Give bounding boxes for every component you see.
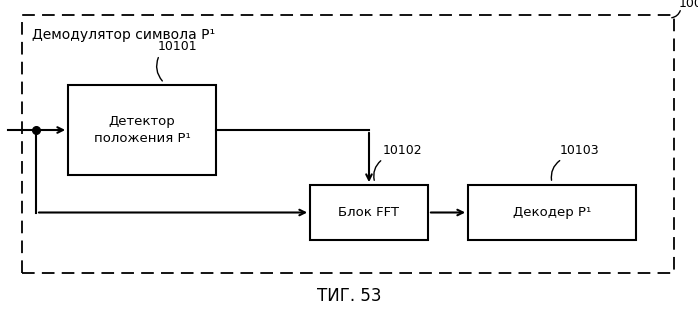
Text: ΤИГ. 53: ΤИГ. 53: [317, 287, 381, 305]
Text: 10001: 10001: [679, 0, 698, 10]
Text: 10101: 10101: [158, 40, 197, 53]
Text: 10102: 10102: [383, 144, 422, 157]
Bar: [468, 185, 636, 240]
Text: Блок FFT: Блок FFT: [339, 206, 399, 219]
Bar: [310, 185, 428, 240]
Text: Декодер Р¹: Декодер Р¹: [513, 206, 591, 219]
Text: Детектор
положения Р¹: Детектор положения Р¹: [94, 116, 191, 145]
Text: 10103: 10103: [560, 144, 600, 157]
Bar: [22, 15, 674, 273]
Bar: [68, 85, 216, 175]
Text: Демодулятор символа Р¹: Демодулятор символа Р¹: [32, 28, 215, 42]
